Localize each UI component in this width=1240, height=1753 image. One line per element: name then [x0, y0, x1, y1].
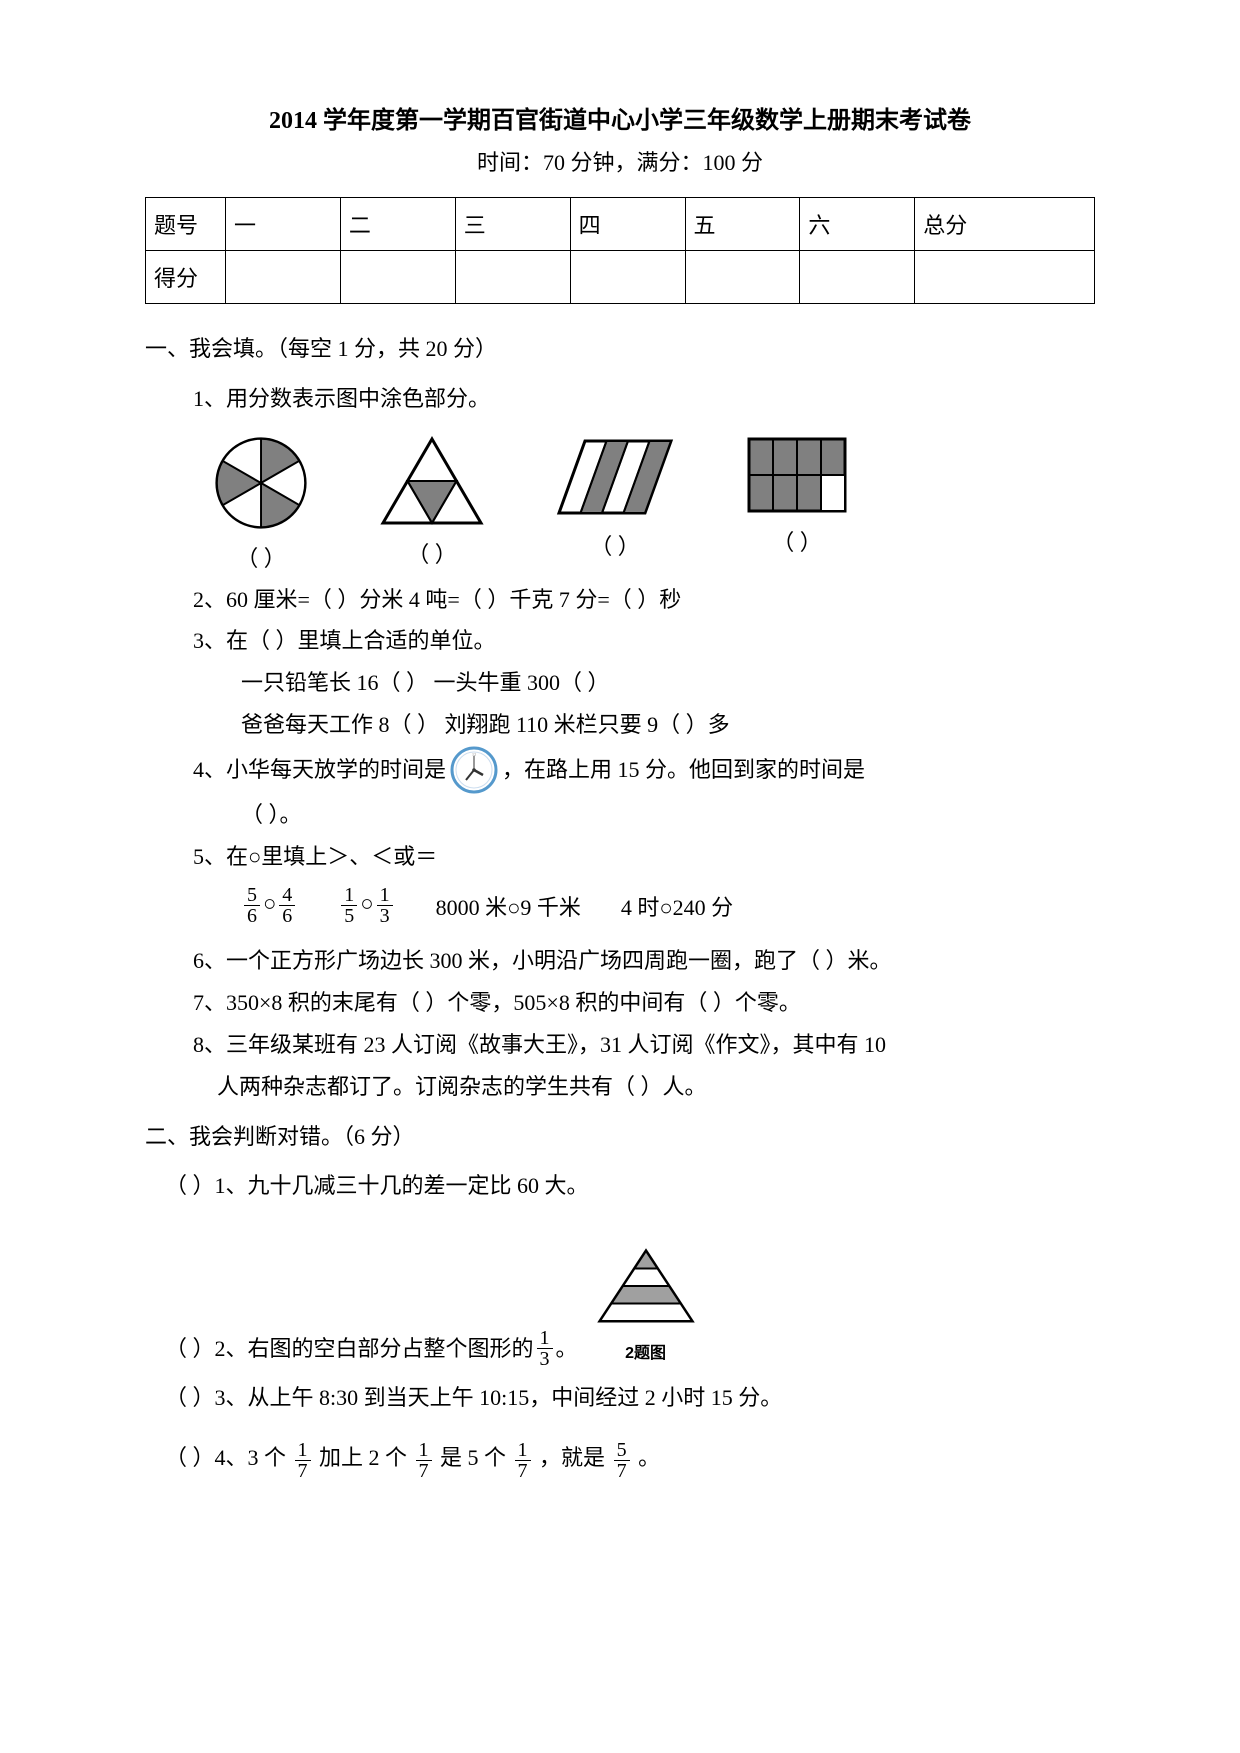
figure-triangle: （ ） [379, 435, 485, 573]
clock-icon: 12 [450, 746, 498, 794]
q3-line1: 一只铅笔长 16（ ） 一头牛重 300（ ） [241, 662, 1095, 704]
compare-3: 8000 米○9 千米 [436, 890, 581, 922]
section1-heading: 一、我会填。（每空 1 分，共 20 分） [145, 328, 1095, 370]
q3-line2: 爸爸每天工作 8（ ） 刘翔跑 110 米栏只要 9（ ）多 [241, 704, 1095, 746]
figure-parallelogram: （ ） [555, 435, 675, 573]
figure-caption: （ ） [213, 541, 309, 573]
judge-2: （ ）2、右图的空白部分占整个图形的 13 。 2题图 [165, 1247, 1095, 1369]
td-blank [800, 251, 915, 304]
triangle-figure: 2题图 [596, 1247, 696, 1369]
td-label: 得分 [146, 251, 226, 304]
figure-caption: （ ） [379, 537, 485, 569]
compare-4: 4 时○240 分 [621, 890, 733, 922]
figure-circle: （ ） [213, 435, 309, 573]
q8-text: 8、三年级某班有 23 人订阅《故事大王》，31 人订阅《作文》，其中有 10 [193, 1024, 1095, 1066]
td-blank [915, 251, 1095, 304]
score-table: 题号 一 二 三 四 五 六 总分 得分 [145, 197, 1095, 304]
section2-heading: 二、我会判断对错。（6 分） [145, 1116, 1095, 1158]
compare-row: 56○46 15○13 8000 米○9 千米 4 时○240 分 [241, 885, 1095, 926]
th-col: 四 [570, 198, 685, 251]
td-blank [570, 251, 685, 304]
td-blank [340, 251, 455, 304]
q6-text: 6、一个正方形广场边长 300 米，小明沿广场四周跑一圈，跑了（ ）米。 [193, 940, 1095, 982]
svg-text:12: 12 [472, 752, 476, 757]
figure-caption: （ ） [555, 529, 675, 561]
q7-text: 7、350×8 积的末尾有（ ）个零，505×8 积的中间有（ ）个零。 [193, 982, 1095, 1024]
th-col: 六 [800, 198, 915, 251]
q4-pre: 4、小华每天放学的时间是 [193, 749, 446, 791]
q3-text: 3、在（ ）里填上合适的单位。 [193, 620, 1095, 662]
td-blank [226, 251, 341, 304]
figure-grid: （ ） [745, 435, 849, 573]
th-label: 题号 [146, 198, 226, 251]
judge-3: （ ）3、从上午 8:30 到当天上午 10:15，中间经过 2 小时 15 分… [165, 1377, 1095, 1419]
j2-pre: （ ）2、右图的空白部分占整个图形的 [165, 1328, 534, 1370]
q8-text2: 人两种杂志都订了。订阅杂志的学生共有（ ）人。 [217, 1066, 1095, 1108]
q2-text: 2、60 厘米=（ ）分米 4 吨=（ ）千克 7 分=（ ）秒 [193, 579, 1095, 621]
j4-post: 。 [638, 1445, 660, 1470]
td-blank [455, 251, 570, 304]
j2-post: 。 [556, 1328, 578, 1370]
exam-title: 2014 学年度第一学期百官街道中心小学三年级数学上册期末考试卷 [145, 100, 1095, 135]
j4-mid3: ，就是 [539, 1445, 611, 1470]
judge-4: （ ）4、3 个 17 加上 2 个 17 是 5 个 17 ，就是 57 。 [165, 1437, 1095, 1480]
figure-label: 2题图 [596, 1339, 696, 1369]
q4-post: ，在路上用 15 分。他回到家的时间是 [502, 749, 865, 791]
compare-1: 56○46 [241, 885, 298, 926]
table-row: 得分 [146, 251, 1095, 304]
exam-subtitle: 时间：70 分钟，满分：100 分 [145, 145, 1095, 177]
compare-2: 15○13 [338, 885, 395, 926]
q1-text: 1、用分数表示图中涂色部分。 [193, 378, 1095, 420]
table-row: 题号 一 二 三 四 五 六 总分 [146, 198, 1095, 251]
th-col: 一 [226, 198, 341, 251]
th-col: 三 [455, 198, 570, 251]
j4-mid1: 加上 2 个 [319, 1445, 413, 1470]
j4-mid2: 是 5 个 [440, 1445, 512, 1470]
th-col: 二 [340, 198, 455, 251]
figure-row: （ ） （ ） （ ） [213, 435, 1095, 573]
q4-line: 4、小华每天放学的时间是 12 ，在路上用 15 分。他回到家的时间是 [193, 746, 1095, 794]
judge-1: （ ）1、九十几减三十几的差一定比 60 大。 [165, 1165, 1095, 1207]
figure-caption: （ ） [745, 525, 849, 557]
td-blank [685, 251, 800, 304]
j4-pre: （ ）4、3 个 [165, 1445, 292, 1470]
q4-line2: （ ）。 [241, 794, 1095, 836]
q5-text: 5、在○里填上＞、＜或＝ [193, 836, 1095, 878]
th-col: 五 [685, 198, 800, 251]
th-col: 总分 [915, 198, 1095, 251]
